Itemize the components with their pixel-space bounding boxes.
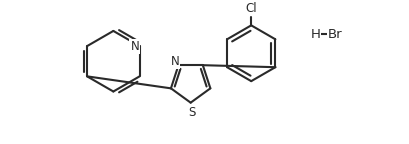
Text: N: N [130, 40, 139, 53]
Text: S: S [187, 106, 195, 119]
Text: Br: Br [327, 28, 342, 41]
Text: H: H [310, 28, 320, 41]
Text: N: N [171, 55, 179, 69]
Text: Cl: Cl [245, 2, 256, 15]
